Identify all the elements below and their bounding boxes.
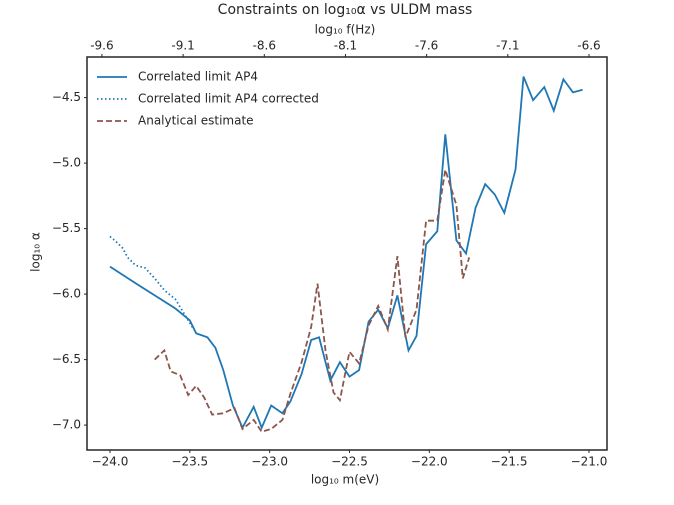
x2-axis-label: log₁₀ f(Hz) [315,23,376,37]
x2-tick-label: -9.6 [90,39,113,53]
chart-title: Constraints on log₁₀α vs ULDM mass [218,2,473,18]
x-tick-label: −23.0 [251,455,288,469]
x-tick-label: −22.5 [331,455,368,469]
series-line [154,169,471,433]
legend-label: Correlated limit AP4 [138,70,258,84]
legend-label: Correlated limit AP4 corrected [138,92,319,106]
x-axis-label: log₁₀ m(eV) [311,473,379,487]
y-tick-label: −6.0 [52,287,81,301]
x2-tick-label: -8.1 [334,39,357,53]
series-line [109,76,583,431]
legend-label: Analytical estimate [138,114,254,128]
y-tick-label: −5.5 [52,221,81,235]
y-tick-label: −7.0 [52,418,81,432]
x2-tick-label: -7.6 [415,39,438,53]
x-tick-label: −21.5 [491,455,528,469]
y-axis-label: log₁₀ α [29,232,43,272]
x-tick-label: −24.0 [92,455,129,469]
x2-tick-label: -6.6 [577,39,600,53]
y-tick-label: −6.5 [52,352,81,366]
x2-tick-label: -8.6 [253,39,276,53]
x-tick-label: −21.0 [571,455,608,469]
series-line [109,235,194,329]
x2-tick-label: -9.1 [171,39,194,53]
y-tick-label: −4.5 [52,90,81,104]
x-tick-label: −23.5 [171,455,208,469]
y-tick-label: −5.0 [52,156,81,170]
x-tick-label: −22.0 [411,455,448,469]
plot-frame [86,56,608,451]
x2-tick-label: -7.1 [496,39,519,53]
